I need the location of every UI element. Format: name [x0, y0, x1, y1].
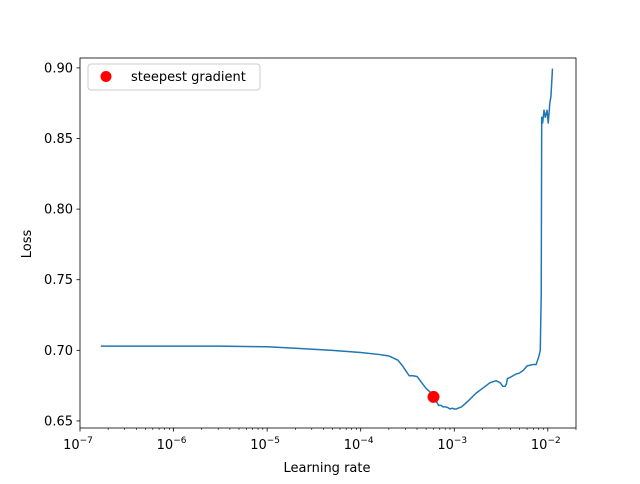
x-tick-label: 10−2 — [531, 436, 561, 453]
axes-layer: 10−7 10−6 10−5 10−4 10−3 10−2 0.65 0.70 0.75 0.80… — [44, 57, 577, 453]
x-tick-label: 10−7 — [63, 436, 93, 453]
y-axis-label: Loss — [20, 230, 35, 259]
x-axis-label: Learning rate — [284, 461, 371, 476]
loss-curve-line-0 — [100, 68, 554, 410]
legend-label: steepest gradient — [131, 70, 246, 85]
y-tick-label: 0.90 — [44, 61, 73, 76]
legend-box — [87, 63, 261, 91]
y-tick-label: 0.65 — [44, 414, 73, 429]
plot-layer — [100, 68, 554, 410]
y-tick-label: 0.85 — [44, 132, 73, 147]
steepest-gradient-marker — [427, 390, 440, 403]
y-tick-label: 0.75 — [44, 273, 73, 288]
legend: steepest gradient — [87, 63, 261, 91]
axes-frame — [79, 57, 577, 429]
y-tick-label: 0.70 — [44, 344, 73, 359]
legend-marker — [100, 71, 112, 82]
y-tick-label: 0.80 — [44, 203, 73, 218]
x-tick-label: 10−3 — [437, 436, 467, 453]
x-tick-label: 10−5 — [250, 436, 280, 453]
x-tick-label: 10−4 — [344, 436, 374, 453]
x-tick-label: 10−6 — [157, 436, 187, 453]
